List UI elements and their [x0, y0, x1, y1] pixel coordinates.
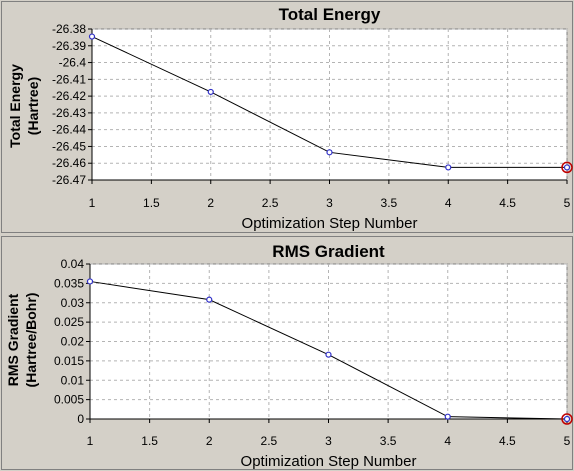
x-tick-label: 1	[87, 434, 94, 448]
x-tick-label: 3	[326, 196, 333, 210]
y-tick-label: 0	[77, 412, 84, 426]
chart-title: Total Energy	[279, 5, 381, 24]
data-point	[563, 415, 571, 423]
data-point	[206, 296, 213, 303]
x-axis-label: Optimization Step Number	[241, 453, 417, 470]
x-tick-label: 5	[564, 196, 571, 210]
x-tick-label: 3	[325, 434, 332, 448]
data-point	[207, 88, 214, 96]
y-tick-label: 0.04	[61, 257, 85, 271]
y-tick-label: 0.005	[54, 393, 84, 407]
y-tick-label: -26.39	[52, 39, 86, 53]
x-tick-label: 4	[444, 434, 451, 448]
y-tick-label: -26.46	[52, 156, 86, 170]
y-tick-label: 0.03	[61, 296, 85, 310]
y-tick-label: -26.45	[52, 139, 86, 153]
data-point	[325, 351, 332, 358]
highlighted-point-ring	[561, 413, 573, 425]
total-energy-chart: 1 1.5 2 2.5 3 3.5 4 4.5 5 -26.38 -26.39 -26.4 -26.41…	[1, 1, 573, 233]
y-tick-label: -26.43	[52, 106, 86, 120]
y-tick-label: -26.47	[52, 173, 86, 187]
data-point	[563, 164, 571, 171]
chart-title: RMS Gradient	[272, 242, 385, 261]
y-tick-label: 0.015	[54, 354, 84, 368]
x-tick-label: 5	[564, 434, 571, 448]
y-tick-label: -26.41	[52, 72, 86, 86]
plot-area	[89, 263, 568, 420]
y-tick-label: 0.02	[61, 335, 85, 349]
x-tick-label: 1.5	[141, 434, 158, 448]
data-point	[88, 33, 96, 40]
y-tick-label: -26.38	[52, 22, 86, 36]
data-point	[445, 164, 452, 171]
x-tick-label: 2.5	[261, 434, 278, 448]
y-axis-label-line: (Hartree/Bohr)	[23, 293, 39, 388]
y-tick-label: -26.4	[59, 56, 87, 70]
x-tick-label: 1	[89, 196, 96, 210]
data-point	[326, 149, 333, 156]
y-tick-label: 0.025	[54, 315, 84, 329]
y-tick-label: 0.01	[61, 373, 85, 387]
y-tick-label: -26.42	[52, 89, 86, 103]
x-tick-label: 2	[206, 434, 213, 448]
y-axis-label-line: RMS Gradient	[5, 293, 21, 386]
x-tick-label: 2	[207, 196, 214, 210]
x-axis-label: Optimization Step Number	[242, 215, 418, 232]
x-tick-label: 4.5	[499, 196, 516, 210]
x-tick-label: 1.5	[143, 196, 160, 210]
highlighted-point-ring	[561, 161, 573, 174]
x-tick-label: 4.5	[499, 434, 516, 448]
y-axis-label-line: (Hartree)	[25, 77, 41, 135]
data-point	[86, 278, 94, 285]
x-tick-label: 4	[445, 196, 452, 210]
y-axis-label-line: Total Energy	[7, 64, 23, 148]
y-tick-label: -26.44	[52, 123, 86, 137]
x-tick-label: 3.5	[380, 434, 397, 448]
data-point	[444, 413, 451, 420]
y-tick-label: 0.035	[54, 276, 84, 290]
x-tick-label: 3.5	[381, 196, 398, 210]
x-tick-label: 2.5	[262, 196, 279, 210]
rms-gradient-chart: 1 1.5 2 2.5 3 3.5 4 4.5 5 0 0.005 0.01 0.015 0.02 0.02…	[1, 236, 573, 470]
